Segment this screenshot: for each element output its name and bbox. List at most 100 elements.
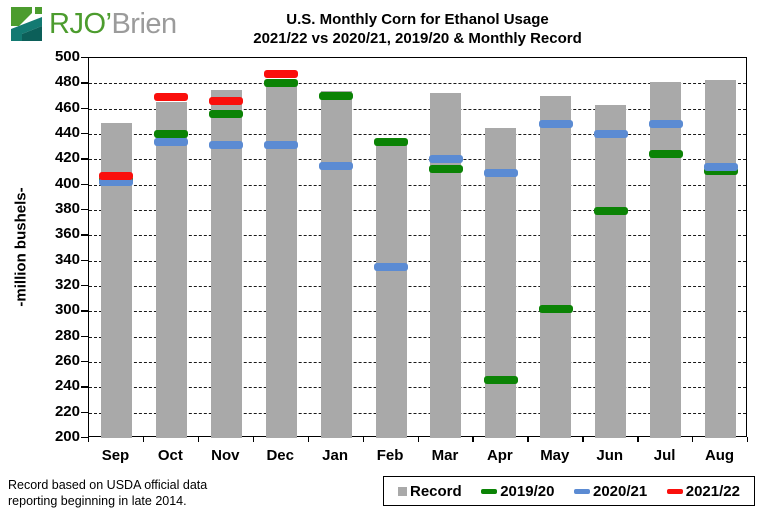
y-tick-mark-440	[81, 133, 88, 135]
x-label-apr: Apr	[486, 447, 513, 464]
y-tick-mark-220	[81, 411, 88, 414]
x-label-mar: Mar	[431, 447, 459, 464]
legend-dash-icon	[573, 488, 590, 494]
marker-2021-22-sep	[99, 171, 134, 180]
y-tick-label-240: 240	[54, 377, 80, 395]
gridline-460	[89, 108, 746, 110]
legend-label: Record	[410, 482, 462, 500]
y-tick-mark-260	[81, 361, 88, 363]
marker-2019-20-dec	[264, 79, 299, 88]
gridline-420	[89, 159, 746, 161]
y-tick-label-200: 200	[54, 428, 80, 445]
y-tick-label-340: 340	[54, 250, 80, 268]
x-tick-mark-7	[472, 437, 474, 442]
x-label-feb: Feb	[376, 447, 404, 464]
marker-2019-20-mar	[428, 165, 463, 174]
gridline-380	[89, 210, 746, 211]
bar-record-jul	[650, 82, 682, 438]
y-tick-mark-280	[81, 335, 88, 338]
legend-item-record: Record	[398, 483, 462, 500]
logo-text-brien: Brien	[111, 8, 177, 40]
rjobrien-logo-text: RJO’Brien	[49, 6, 177, 42]
y-tick-label-320: 320	[54, 276, 80, 293]
marker-2021-22-oct	[154, 93, 189, 102]
y-tick-label-400: 400	[54, 174, 80, 192]
footnote-line2: reporting beginning in late 2014.	[8, 494, 187, 508]
marker-2019-20-jun	[593, 207, 628, 216]
rjobrien-logo-icon	[11, 7, 42, 41]
marker-2020-21-dec	[264, 141, 299, 150]
legend-label: 2021/22	[685, 482, 740, 500]
y-tick-label-500: 500	[54, 48, 80, 65]
plot-area	[88, 57, 747, 438]
bar-record-feb	[375, 142, 407, 438]
marker-2020-21-apr	[483, 169, 518, 178]
bar-record-aug	[705, 79, 737, 438]
bar-record-sep	[100, 122, 132, 438]
legend-label: 2020/21	[592, 482, 648, 500]
legend: Record 2019/20 2020/21 2021/22	[383, 476, 755, 506]
x-tick-mark-10	[637, 437, 639, 442]
x-tick-mark-12	[747, 437, 749, 442]
x-tick-mark-1	[142, 437, 145, 442]
y-tick-mark-460	[81, 107, 88, 110]
y-tick-label-460: 460	[54, 98, 80, 116]
y-tick-label-360: 360	[54, 225, 80, 243]
bar-record-jan	[320, 90, 352, 438]
marker-2019-20-jan	[319, 92, 354, 100]
marker-2020-21-sep	[99, 178, 134, 187]
marker-2020-21-nov	[209, 141, 244, 150]
footnote: Record based on USDA official data repor…	[8, 477, 207, 509]
marker-2019-20-feb	[374, 137, 409, 146]
x-label-oct: Oct	[157, 447, 183, 464]
y-tick-label-480: 480	[54, 73, 80, 91]
x-label-jun: Jun	[596, 447, 624, 464]
marker-2020-21-jun	[593, 130, 628, 138]
marker-2019-20-oct	[154, 130, 189, 138]
marker-2020-21-oct	[154, 137, 189, 146]
bar-record-may	[540, 96, 572, 438]
footnote-line1: Record based on USDA official data	[8, 478, 208, 492]
x-tick-mark-4	[307, 437, 310, 442]
y-tick-mark-400	[81, 183, 88, 186]
legend-item-2019-20: 2019/20	[481, 483, 554, 500]
bar-record-apr	[485, 127, 517, 438]
y-tick-mark-360	[81, 234, 88, 236]
x-tick-mark-0	[88, 437, 90, 442]
y-tick-mark-480	[81, 82, 88, 84]
x-tick-mark-2	[197, 437, 200, 442]
y-tick-mark-300	[81, 310, 88, 312]
marker-2019-20-jul	[648, 150, 683, 159]
y-tick-label-280: 280	[54, 326, 80, 344]
y-tick-label-420: 420	[54, 149, 80, 167]
y-axis-title: -million bushels-	[12, 187, 30, 307]
bar-record-dec	[265, 83, 297, 438]
gridline-260	[89, 362, 746, 363]
chart-title-line2: 2021/22 vs 2020/21, 2019/20 & Monthly Re…	[253, 30, 582, 47]
gridline-340	[89, 260, 746, 262]
x-label-dec: Dec	[266, 447, 294, 464]
marker-2020-21-may	[538, 119, 573, 128]
marker-2020-21-jul	[648, 119, 683, 128]
bar-record-jun	[595, 104, 627, 438]
y-tick-label-220: 220	[54, 402, 80, 420]
y-tick-mark-500	[81, 57, 88, 59]
x-label-may: May	[540, 447, 570, 464]
chart-title-line1: U.S. Monthly Corn for Ethanol Usage	[286, 11, 549, 28]
gridline-320	[89, 286, 746, 287]
legend-item-2020-21: 2020/21	[573, 482, 648, 500]
gridline-240	[89, 387, 746, 389]
x-label-aug: Aug	[704, 447, 735, 464]
y-tick-label-440: 440	[54, 124, 80, 141]
x-tick-mark-3	[252, 437, 255, 442]
rjobrien-logo: RJO’Brien	[10, 6, 177, 42]
legend-item-2021-22: 2021/22	[666, 482, 740, 500]
gridline-220	[89, 412, 746, 414]
marker-2021-22-nov	[209, 97, 244, 106]
gridline-480	[89, 83, 746, 85]
bar-record-mar	[430, 93, 462, 438]
y-tick-mark-420	[81, 158, 88, 160]
x-tick-mark-6	[417, 437, 419, 442]
x-tick-mark-8	[527, 437, 529, 442]
legend-dash-icon	[666, 488, 683, 494]
